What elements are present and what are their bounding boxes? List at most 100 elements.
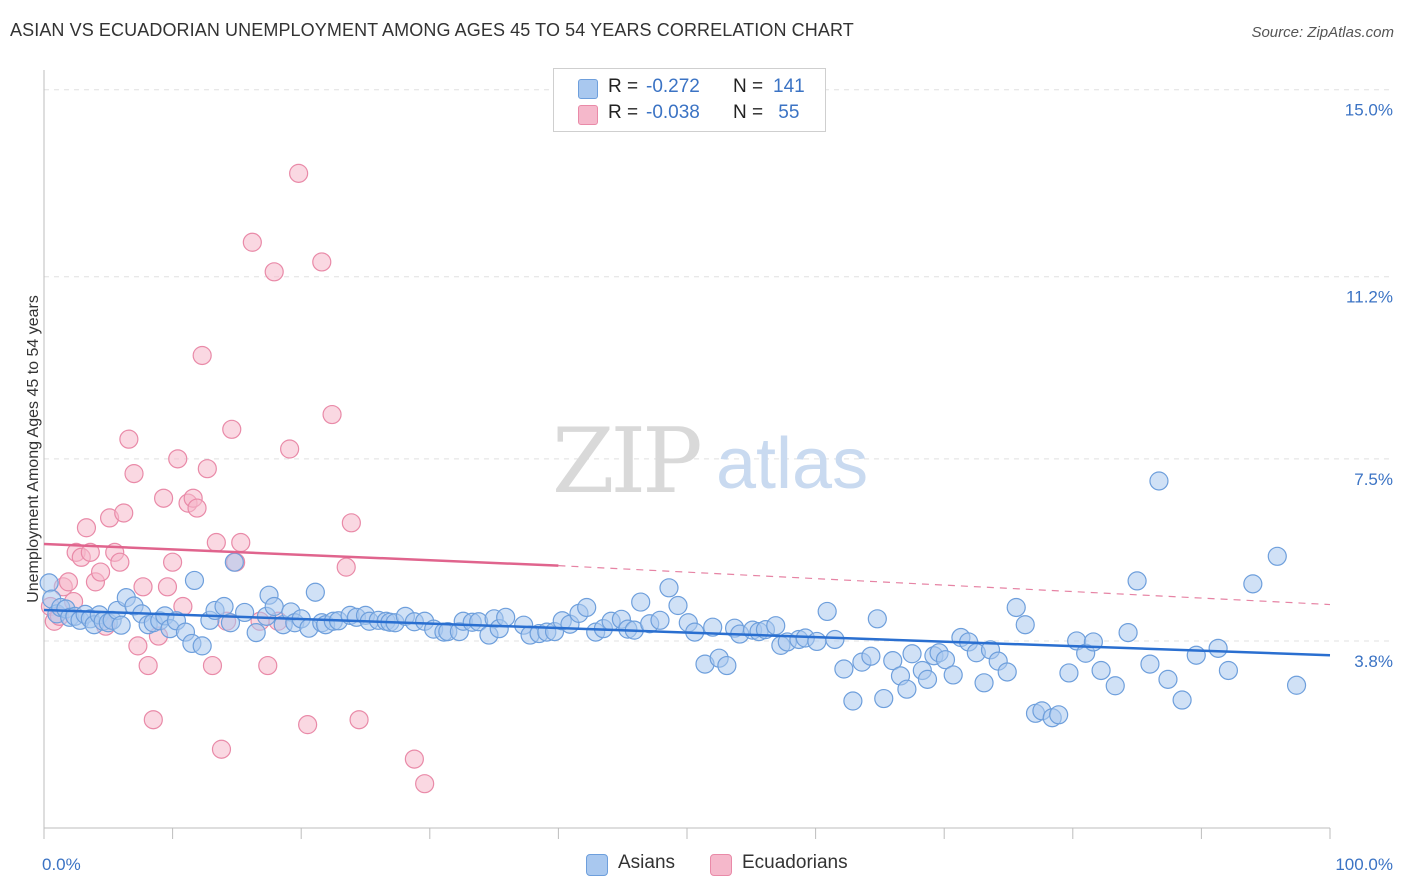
ecuadorian-point [119,429,139,449]
ecuadorian-point [143,710,163,730]
asian-point [668,595,688,616]
asian-point [214,596,234,617]
asian-point [883,651,903,671]
ecuadorian-point [222,419,242,439]
ecuadorian-point [110,552,130,572]
asian-point [631,592,651,612]
asian-point [496,607,516,627]
asian-point [807,631,827,652]
y-tick-label: 7.5% [1354,470,1393,489]
legend-r-value: -0.038 [646,102,700,123]
asian-point [902,644,922,664]
bottom-legend-swatch-ecuadorians [710,854,732,876]
asian-point [1127,571,1147,591]
ecuadorian-point [349,710,369,730]
asian-point [1105,676,1125,696]
ecuadorian-point [206,532,226,553]
legend-n-value: 141 [773,76,805,97]
asian-point [39,573,59,593]
ecuadorian-point [157,577,178,597]
ecuadorian-point [114,503,134,523]
asian-point [766,616,786,636]
y-tick-label: 11.2% [1346,288,1393,307]
asian-point [843,691,863,711]
ecuadorian-point [211,739,232,759]
ecuadorian-point [264,262,284,282]
y-tick-label: 15.0% [1345,101,1393,120]
asian-point [1208,638,1228,658]
ecuadorian-point [90,562,111,582]
y-axis-title: Unemployment Among Ages 45 to 54 years [25,295,42,603]
chart-title: ASIAN VS ECUADORIAN UNEMPLOYMENT AMONG A… [10,20,854,40]
ecuadorian-point [124,464,144,484]
asian-point [305,582,325,602]
ecuadorian-point [153,488,174,508]
asian-point [1267,546,1287,566]
bottom-legend-label-asians: Asians [618,852,676,873]
asian-point [192,636,212,656]
asian-point [184,570,205,591]
trend-lines [43,542,1331,657]
ecuadorian-point [192,345,212,366]
asian-point [1118,622,1138,643]
ecuadorian-trend-line-extension [558,565,1331,606]
bottom-legend-swatch-asians [586,854,608,876]
legend-r-value: -0.272 [646,76,700,97]
asian-point [111,615,131,635]
ecuadorian-point [76,518,97,538]
legend-r-label: R = [608,102,639,123]
ecuadorian-point [163,552,183,572]
asian-point [1140,654,1160,674]
ecuadorian-points [40,163,435,794]
asian-point [817,601,837,622]
ecuadorian-point [258,655,278,676]
asian-point [703,617,723,637]
ecuadorian-point [187,498,207,518]
ecuadorian-point [197,459,217,479]
ecuadorian-point [202,655,223,676]
asian-point [867,609,887,629]
asian-point [577,597,597,618]
ecuadorian-point [404,749,424,769]
asian-point [1015,615,1035,635]
source-label: Source: ZipAtlas.com [1251,24,1394,41]
y-tick-label: 3.8% [1354,652,1393,671]
ecuadorian-point [242,232,262,252]
asian-point [861,646,881,666]
legend-n-value: 55 [773,102,800,123]
ecuadorian-point [298,715,318,735]
legend-swatch-ecuadorians [578,105,598,125]
asian-point [1149,471,1169,491]
watermark-atlas: atlas [716,424,868,504]
ecuadorian-point [58,572,79,592]
asian-point [834,659,854,679]
ecuadorian-trend-line [43,542,559,567]
asian-point [974,673,994,693]
bottom-legend-label-ecuadorians: Ecuadorians [742,852,848,873]
asian-point [1243,574,1263,594]
asian-point [1006,597,1026,618]
asian-point [220,613,241,633]
x-axis-ticks [43,828,1331,839]
asian-point [1286,675,1307,695]
ecuadorian-point [128,636,148,656]
asian-point [997,662,1017,682]
legend-n-label: N = [733,76,764,97]
ecuadorian-point [336,557,356,577]
asian-point [1172,690,1192,710]
asian-point [650,610,670,630]
ecuadorian-point [133,577,153,597]
asian-point [264,596,284,617]
asian-point [917,669,938,689]
asian-point [1091,660,1111,681]
ecuadorian-point [312,252,332,272]
y-tick-labels: 3.8% 7.5% 11.2% 15.0% [1345,101,1393,671]
asian-point [246,622,266,643]
legend-r-label: R = [608,76,639,97]
asian-point [224,552,244,572]
ecuadorian-point [80,542,100,562]
ecuadorian-point [415,774,435,794]
asian-point [1049,705,1069,725]
x-tick-label-min: 0.0% [42,855,81,874]
